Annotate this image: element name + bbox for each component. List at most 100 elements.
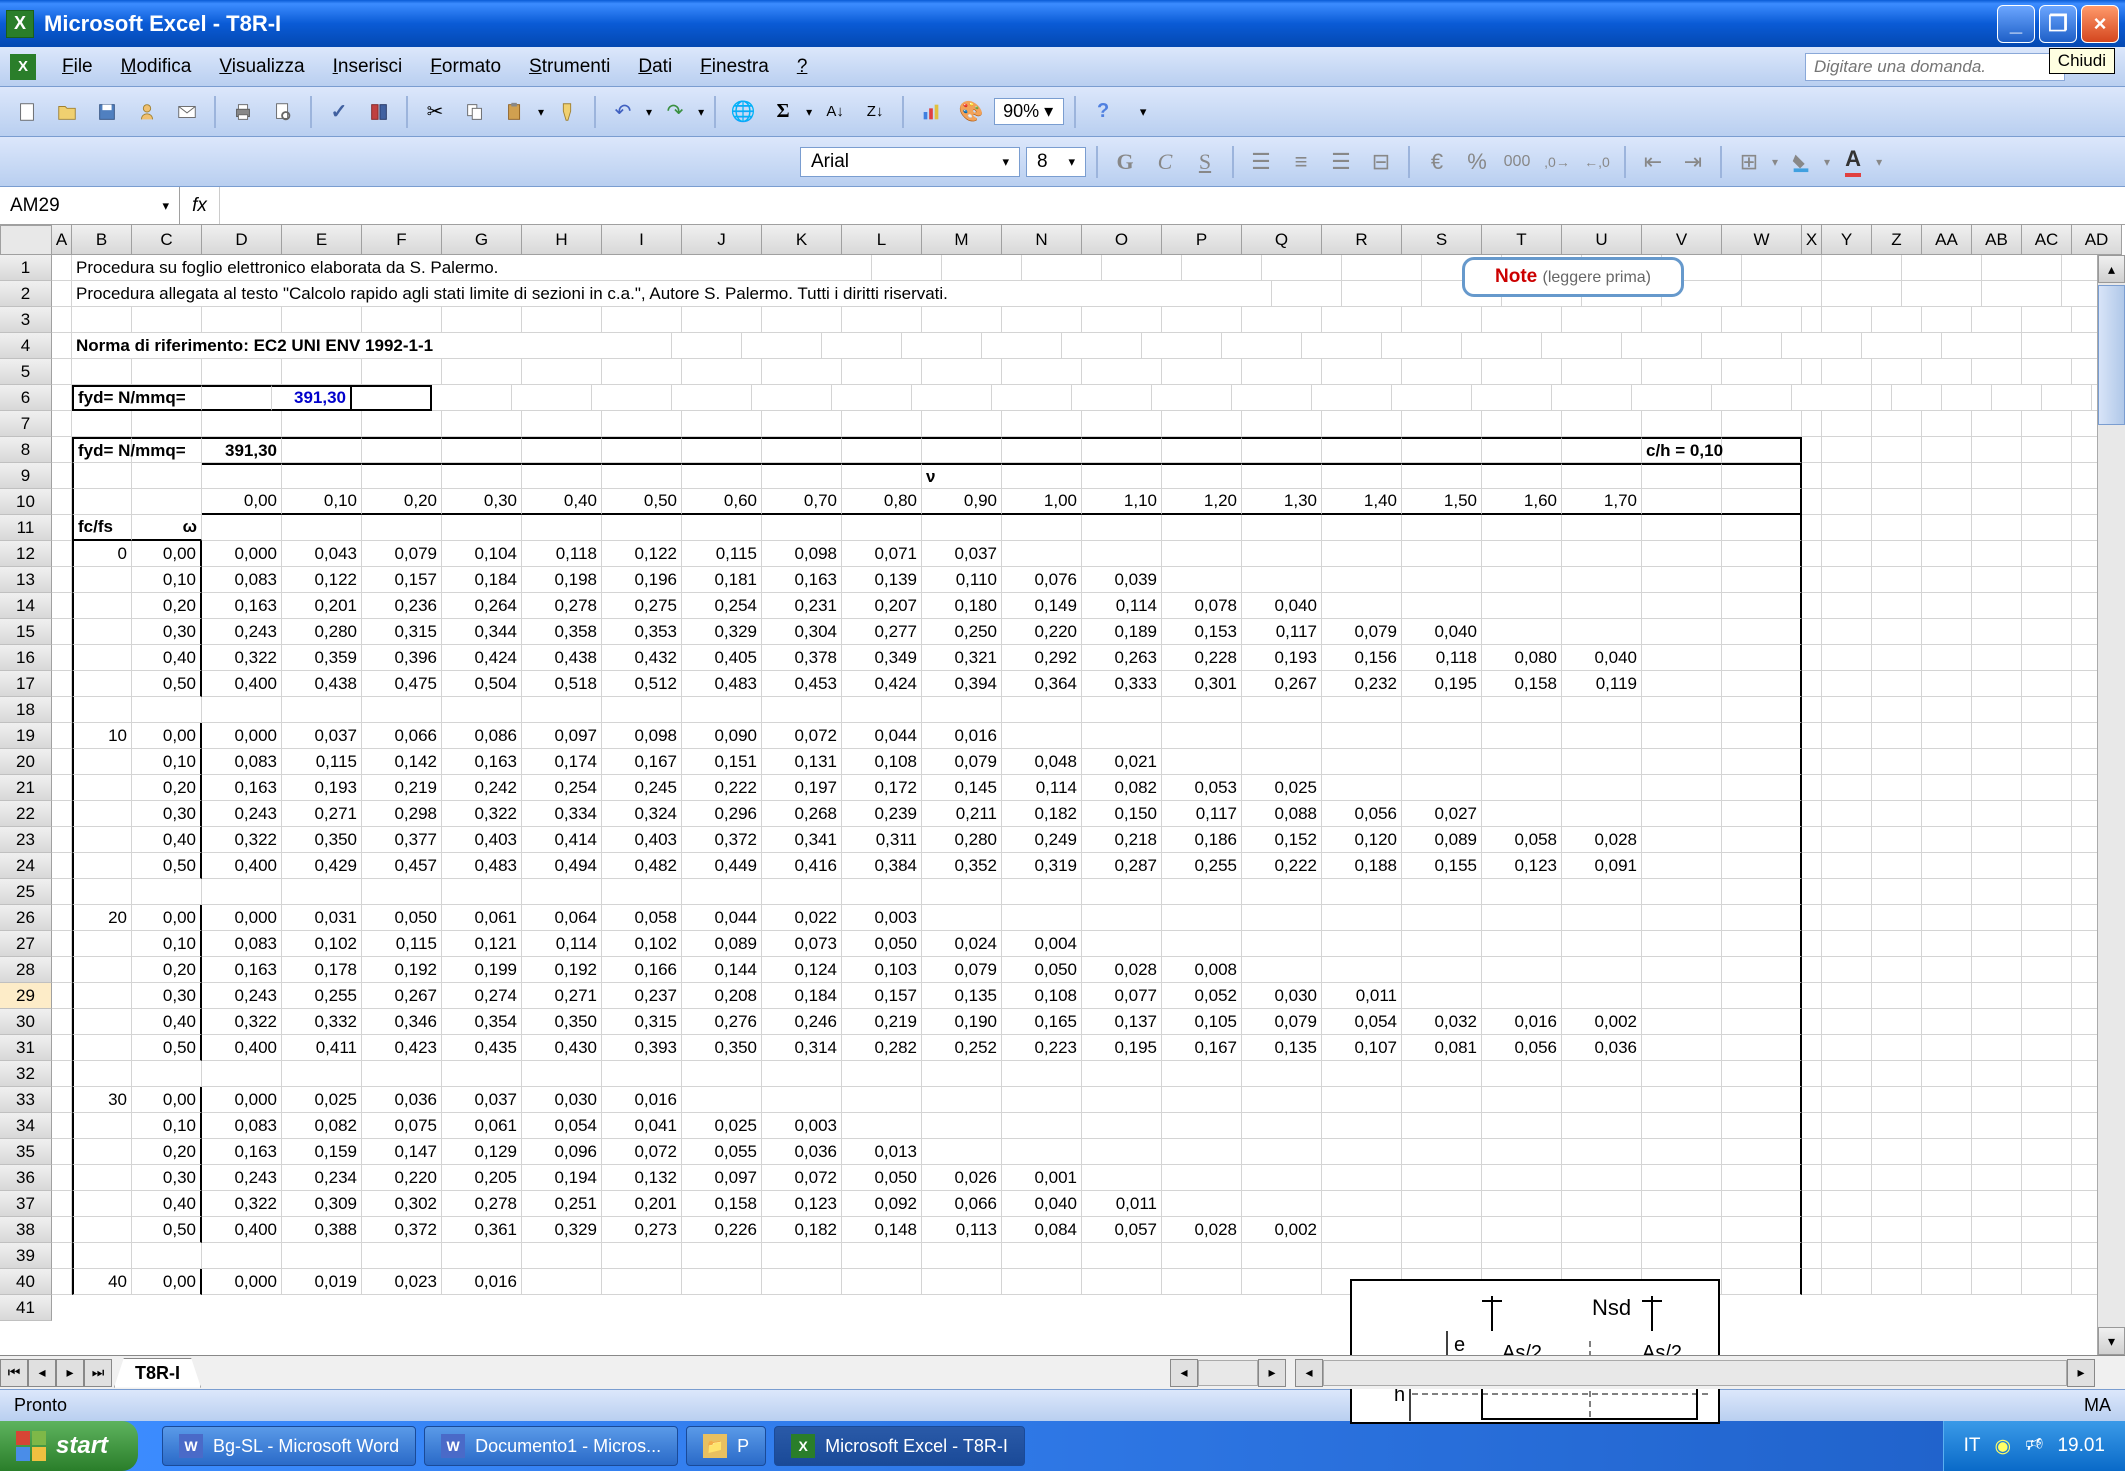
vertical-scrollbar[interactable]: ▴ ▾: [2097, 255, 2125, 1355]
col-header-B[interactable]: B: [72, 225, 132, 255]
row-header-35[interactable]: 35: [0, 1139, 52, 1165]
toolbar-options[interactable]: ▾: [1126, 95, 1160, 129]
col-header-AA[interactable]: AA: [1922, 225, 1972, 255]
cut-button[interactable]: ✂: [418, 95, 452, 129]
row-header-30[interactable]: 30: [0, 1009, 52, 1035]
row-header-3[interactable]: 3: [0, 307, 52, 333]
fx-icon[interactable]: fx: [180, 187, 220, 224]
col-header-R[interactable]: R: [1322, 225, 1402, 255]
row-header-6[interactable]: 6: [0, 385, 52, 411]
merge-button[interactable]: ⊟: [1364, 145, 1398, 179]
col-header-H[interactable]: H: [522, 225, 602, 255]
bold-button[interactable]: G: [1108, 145, 1142, 179]
row-header-1[interactable]: 1: [0, 255, 52, 281]
row-header-25[interactable]: 25: [0, 879, 52, 905]
row-header-28[interactable]: 28: [0, 957, 52, 983]
row-header-22[interactable]: 22: [0, 801, 52, 827]
font-selector[interactable]: Arial▾: [800, 147, 1020, 177]
col-header-G[interactable]: G: [442, 225, 522, 255]
row-header-21[interactable]: 21: [0, 775, 52, 801]
hscroll-left-button-2[interactable]: ◂: [1295, 1359, 1323, 1387]
col-header-X[interactable]: X: [1802, 225, 1822, 255]
tray-volume-icon[interactable]: 🕫: [2025, 1430, 2043, 1462]
row-header-4[interactable]: 4: [0, 333, 52, 359]
col-header-K[interactable]: K: [762, 225, 842, 255]
col-header-C[interactable]: C: [132, 225, 202, 255]
hscroll-right-button[interactable]: ▸: [1258, 1359, 1286, 1387]
col-header-M[interactable]: M: [922, 225, 1002, 255]
sort-desc-button[interactable]: Z↓: [858, 95, 892, 129]
note-button[interactable]: Note (leggere prima): [1462, 257, 1684, 297]
menu-formato[interactable]: Formato: [416, 52, 515, 82]
row-header-17[interactable]: 17: [0, 671, 52, 697]
row-header-40[interactable]: 40: [0, 1269, 52, 1295]
scroll-up-button[interactable]: ▴: [2098, 255, 2125, 283]
menu-strumenti[interactable]: Strumenti: [515, 52, 624, 82]
col-header-AD[interactable]: AD: [2072, 225, 2122, 255]
tab-next-button[interactable]: ▸: [56, 1359, 84, 1387]
row-header-15[interactable]: 15: [0, 619, 52, 645]
row-header-14[interactable]: 14: [0, 593, 52, 619]
scroll-thumb[interactable]: [2098, 285, 2125, 425]
preview-button[interactable]: [266, 95, 300, 129]
new-button[interactable]: [10, 95, 44, 129]
font-color-button[interactable]: A: [1836, 145, 1870, 179]
chart-button[interactable]: [914, 95, 948, 129]
col-header-A[interactable]: A: [52, 225, 72, 255]
currency-button[interactable]: €: [1420, 145, 1454, 179]
print-button[interactable]: [226, 95, 260, 129]
maximize-button[interactable]: ❐: [2039, 5, 2077, 43]
row-header-9[interactable]: 9: [0, 463, 52, 489]
email-button[interactable]: [170, 95, 204, 129]
col-header-L[interactable]: L: [842, 225, 922, 255]
align-right-button[interactable]: ☰: [1324, 145, 1358, 179]
hscroll-right-button-2[interactable]: ▸: [2067, 1359, 2095, 1387]
col-header-N[interactable]: N: [1002, 225, 1082, 255]
select-all-corner[interactable]: [0, 225, 52, 255]
research-button[interactable]: [362, 95, 396, 129]
menu-visualizza[interactable]: Visualizza: [205, 52, 318, 82]
col-header-AB[interactable]: AB: [1972, 225, 2022, 255]
row-header-32[interactable]: 32: [0, 1061, 52, 1087]
menu-?[interactable]: ?: [783, 52, 822, 82]
menu-finestra[interactable]: Finestra: [686, 52, 783, 82]
row-header-24[interactable]: 24: [0, 853, 52, 879]
copy-button[interactable]: [458, 95, 492, 129]
col-header-I[interactable]: I: [602, 225, 682, 255]
row-header-27[interactable]: 27: [0, 931, 52, 957]
spelling-button[interactable]: ✓: [322, 95, 356, 129]
row-header-39[interactable]: 39: [0, 1243, 52, 1269]
italic-button[interactable]: C: [1148, 145, 1182, 179]
tray-lang[interactable]: IT: [1964, 1435, 1981, 1457]
grid-body[interactable]: Procedura su foglio elettronico elaborat…: [52, 255, 2125, 1355]
col-header-S[interactable]: S: [1402, 225, 1482, 255]
increase-indent-button[interactable]: ⇥: [1676, 145, 1710, 179]
row-header-26[interactable]: 26: [0, 905, 52, 931]
autosum-button[interactable]: Σ: [766, 95, 800, 129]
menu-modifica[interactable]: Modifica: [107, 52, 206, 82]
minimize-button[interactable]: _: [1997, 5, 2035, 43]
scroll-down-button[interactable]: ▾: [2098, 1327, 2125, 1355]
col-header-U[interactable]: U: [1562, 225, 1642, 255]
row-header-33[interactable]: 33: [0, 1087, 52, 1113]
taskbar-item[interactable]: WBg-SL - Microsoft Word: [162, 1426, 416, 1466]
ask-question-box[interactable]: [1805, 53, 2065, 81]
taskbar-item[interactable]: 📁P: [686, 1426, 766, 1466]
col-header-Z[interactable]: Z: [1872, 225, 1922, 255]
tab-prev-button[interactable]: ◂: [28, 1359, 56, 1387]
decrease-decimal-button[interactable]: ←,0: [1580, 145, 1614, 179]
font-size-selector[interactable]: 8▾: [1026, 147, 1086, 177]
drawing-button[interactable]: 🎨: [954, 95, 988, 129]
col-header-Y[interactable]: Y: [1822, 225, 1872, 255]
tab-last-button[interactable]: ⏭: [84, 1359, 112, 1387]
row-header-36[interactable]: 36: [0, 1165, 52, 1191]
menu-dati[interactable]: Dati: [624, 52, 686, 82]
col-header-Q[interactable]: Q: [1242, 225, 1322, 255]
hyperlink-button[interactable]: 🌐: [726, 95, 760, 129]
tab-first-button[interactable]: ⏮: [0, 1359, 28, 1387]
fill-color-button[interactable]: [1784, 145, 1818, 179]
align-left-button[interactable]: ☰: [1244, 145, 1278, 179]
hscroll-track-2[interactable]: [1323, 1360, 2067, 1386]
hscroll-left-button[interactable]: ◂: [1170, 1359, 1198, 1387]
sheet-tab-active[interactable]: T8R-I: [114, 1358, 201, 1388]
